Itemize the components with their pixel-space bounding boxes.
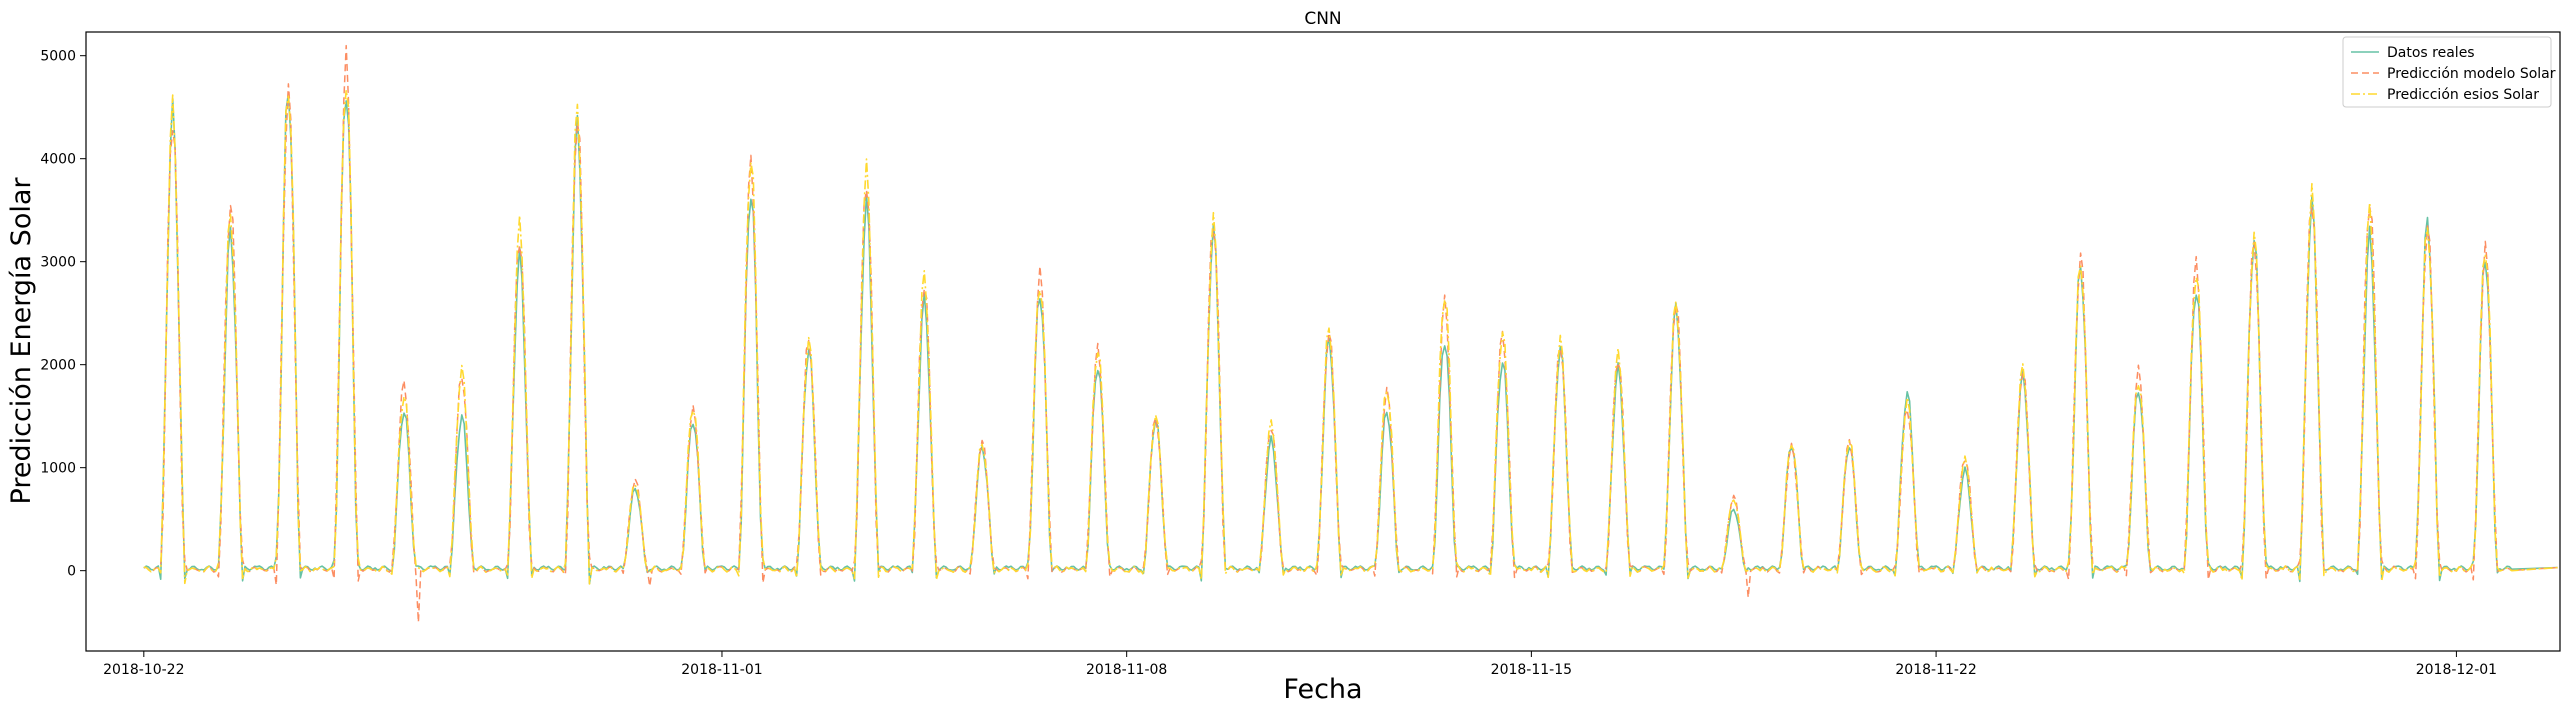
legend-label: Predicción modelo Solar: [2387, 66, 2556, 82]
y-tick-label: 5000: [40, 49, 76, 65]
y-axis-label: Predicción Energía Solar: [6, 177, 37, 505]
series-line: [143, 44, 2558, 623]
x-tick-label: 2018-11-15: [1491, 662, 1572, 678]
y-tick-label: 0: [67, 564, 76, 580]
y-tick-label: 2000: [40, 358, 76, 374]
x-axis: 2018-10-22 2018-11-01 2018-11-08 2018-11-15…: [103, 651, 2497, 678]
x-tick-label: 2018-11-01: [681, 662, 762, 678]
legend: Datos reales Predicción modelo Solar Predi…: [2342, 36, 2556, 108]
y-tick-label: 1000: [40, 461, 76, 477]
x-tick-label: 2018-12-01: [2416, 662, 2497, 678]
x-tick-label: 2018-10-22: [103, 662, 184, 678]
legend-box: [2342, 36, 2552, 108]
y-axis: 0 1000 2000 3000 4000 5000: [40, 49, 86, 580]
x-axis-label: Fecha: [1283, 674, 1362, 705]
legend-label: Datos reales: [2387, 45, 2475, 61]
x-tick-label: 2018-11-22: [1895, 662, 1976, 678]
chart-title: CNN: [1304, 9, 1341, 29]
plot-frame: [85, 31, 2561, 652]
series-line: [143, 92, 2558, 585]
plot-area: [85, 31, 2561, 652]
series-line: [143, 89, 2558, 585]
y-tick-label: 3000: [40, 255, 76, 271]
y-tick-label: 4000: [40, 152, 76, 168]
x-tick-label: 2018-11-08: [1086, 662, 1167, 678]
series-layer: [143, 44, 2558, 623]
legend-label: Predicción esios Solar: [2387, 87, 2539, 103]
